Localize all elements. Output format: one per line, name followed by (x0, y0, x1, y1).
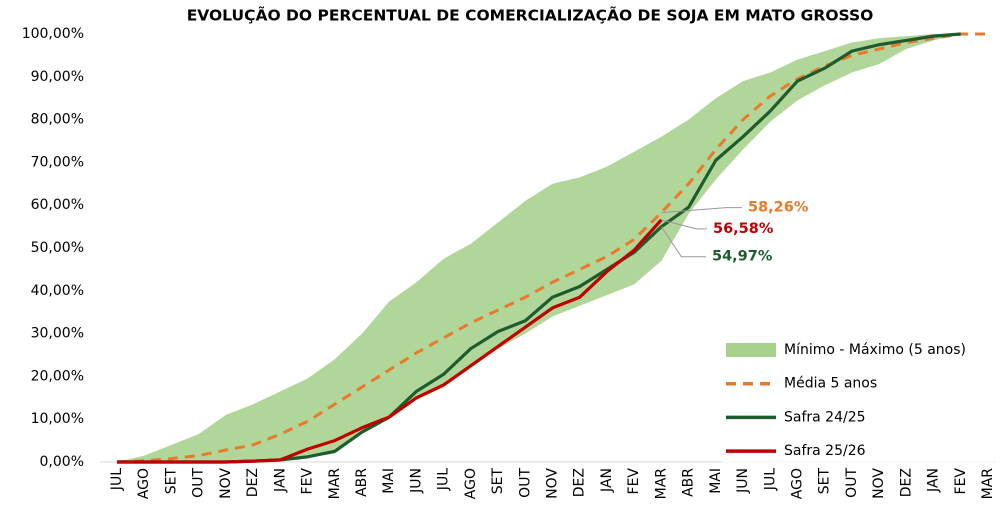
x-tick-label: JUL (109, 468, 125, 491)
y-tick-label: 60,00% (31, 197, 84, 213)
legend-label: Safra 25/26 (784, 443, 866, 459)
legend-label: Mínimo - Máximo (5 anos) (784, 342, 966, 358)
legend-swatch (726, 343, 776, 357)
x-tick-label: NOV (545, 468, 561, 499)
y-tick-label: 30,00% (31, 326, 84, 342)
y-tick-label: 90,00% (31, 69, 84, 85)
x-tick-label: SET (817, 468, 833, 495)
x-tick-label: OUT (191, 468, 207, 498)
x-tick-label: JUL (762, 468, 778, 491)
x-tick-label: JAN (926, 468, 942, 493)
data-label: 58,26% (748, 200, 809, 216)
y-tick-label: 100,00% (22, 26, 84, 42)
x-tick-label: DEZ (572, 468, 588, 497)
x-tick-label: JUN (408, 468, 424, 494)
x-tick-label: AGO (463, 468, 479, 499)
x-tick-label: MAR (980, 468, 996, 500)
x-tick-label: NOV (871, 468, 887, 499)
x-tick-label: FEV (953, 468, 969, 495)
x-tick-label: MAR (327, 468, 343, 500)
legend-label: Safra 24/25 (784, 409, 866, 425)
y-tick-label: 80,00% (31, 112, 84, 128)
series-line (116, 32, 988, 464)
data-label: 56,58% (713, 221, 774, 237)
x-tick-label: NOV (218, 468, 234, 499)
chart-title: EVOLUÇÃO DO PERCENTUAL DE COMERCIALIZAÇÃ… (187, 6, 874, 25)
min-max-band (117, 34, 988, 462)
legend-label: Média 5 anos (784, 376, 877, 392)
x-tick-label: AGO (789, 468, 805, 499)
y-tick-label: 10,00% (31, 411, 84, 427)
series-line (117, 218, 663, 464)
x-tick-label: JAN (599, 468, 615, 493)
x-tick-label: OUT (517, 468, 533, 498)
y-tick-label: 50,00% (31, 240, 84, 256)
x-tick-label: JAN (272, 468, 288, 493)
x-tick-label: ABR (681, 468, 697, 497)
x-tick-label: JUL (436, 468, 452, 491)
x-tick-label: MAI (708, 468, 724, 494)
leader-line (660, 226, 706, 258)
x-tick-label: OUT (844, 468, 860, 498)
x-tick-label: SET (490, 468, 506, 495)
x-tick-label: ABR (354, 468, 370, 497)
x-tick-label: MAR (653, 468, 669, 500)
leader-line (661, 219, 707, 230)
x-tick-label: DEZ (245, 468, 261, 497)
leader-line (661, 207, 742, 214)
x-tick-label: AGO (136, 468, 152, 499)
x-tick-label: JUN (735, 468, 751, 494)
x-tick-label: FEV (626, 468, 642, 495)
y-tick-label: 0,00% (40, 454, 84, 470)
x-tick-label: MAI (381, 468, 397, 494)
y-tick-label: 40,00% (31, 283, 84, 299)
data-label: 54,97% (712, 249, 773, 265)
y-tick-label: 20,00% (31, 368, 84, 384)
x-tick-label: SET (163, 468, 179, 495)
x-tick-label: DEZ (898, 468, 914, 497)
y-tick-label: 70,00% (31, 154, 84, 170)
x-tick-label: FEV (300, 468, 316, 495)
